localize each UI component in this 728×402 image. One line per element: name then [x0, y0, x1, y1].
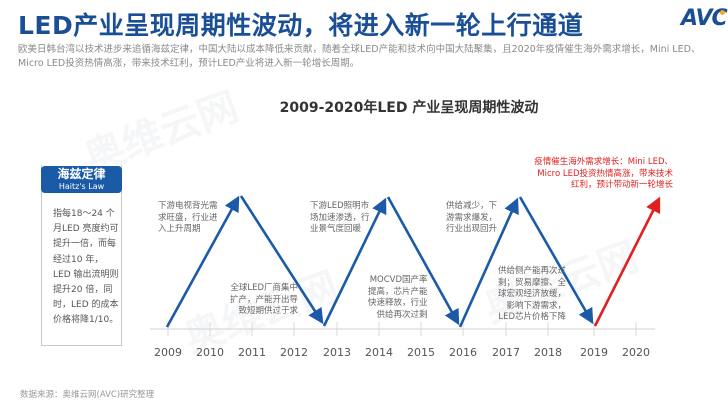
year-label: 2010 — [196, 346, 224, 359]
year-label: 2013 — [323, 346, 351, 359]
annotation-3: 下游LED照明市 场加速渗透，行 业景气度回暖 — [310, 201, 370, 234]
year-label: 2017 — [492, 346, 520, 359]
year-label: 2009 — [154, 346, 182, 359]
haitz-law-title: 海兹定律 — [57, 167, 106, 181]
year-label: 2012 — [280, 346, 308, 359]
haitz-law-box — [41, 165, 122, 346]
year-label: 2011 — [238, 346, 266, 359]
data-source: 数据来源：奥维云网(AVC)研究整理 — [20, 390, 155, 400]
avc-logo: AVC — [681, 6, 728, 31]
subtitle: 欧美日韩台湾以技术进步来追循海兹定律，中国大陆以成本降低来贡献，随着全球LED产… — [18, 44, 701, 69]
year-label: 2016 — [449, 346, 477, 359]
year-label: 2014 — [365, 346, 393, 359]
history-line — [165, 195, 594, 328]
annotation-2: 全球LED厂商集中 扩产，产能开出导 致短期供过于求 — [230, 283, 299, 316]
year-label: 2015 — [407, 346, 435, 359]
annotation-4: MOCVD国产率 提高，芯片产能 快速释放，行业 供给再次过剩 — [368, 275, 428, 320]
year-label: 2019 — [580, 346, 608, 359]
annotation-forecast: 疫情催生海外需求增长：Mini LED、 Micro LED投资热情高涨，带来技术… — [534, 157, 673, 190]
haitz-law-subtitle: Haitz's Law — [58, 182, 105, 191]
year-label: 2020 — [622, 346, 650, 359]
year-label: 2018 — [534, 346, 562, 359]
haitz-law-text: 指每18～24 个月LED 亮度约可提升一倍，而每经过10 年，LED 输出流明… — [53, 209, 119, 326]
chart-title: 2009-2020年LED 产业呈现周期性波动 — [279, 100, 539, 116]
annotation-1: 下游电视背光需 求旺盛，行业进 入上升周期 — [158, 201, 218, 234]
page-title: LED产业呈现周期性波动，将进入新一轮上行通道 — [18, 11, 584, 40]
annotation-6: 供给侧产能再次过 剩；贸易摩擦、全 球宏观经济放缓， 影响下游需求， LED芯片价格下降 — [498, 266, 567, 322]
forecast-line — [593, 196, 661, 327]
logo-dot-icon — [720, 10, 725, 15]
annotation-5: 供给减少，下 游需求爆发， 行业出现回升 — [446, 201, 498, 234]
haitz-law-header: 海兹定律 Haitz's Law — [41, 166, 122, 193]
